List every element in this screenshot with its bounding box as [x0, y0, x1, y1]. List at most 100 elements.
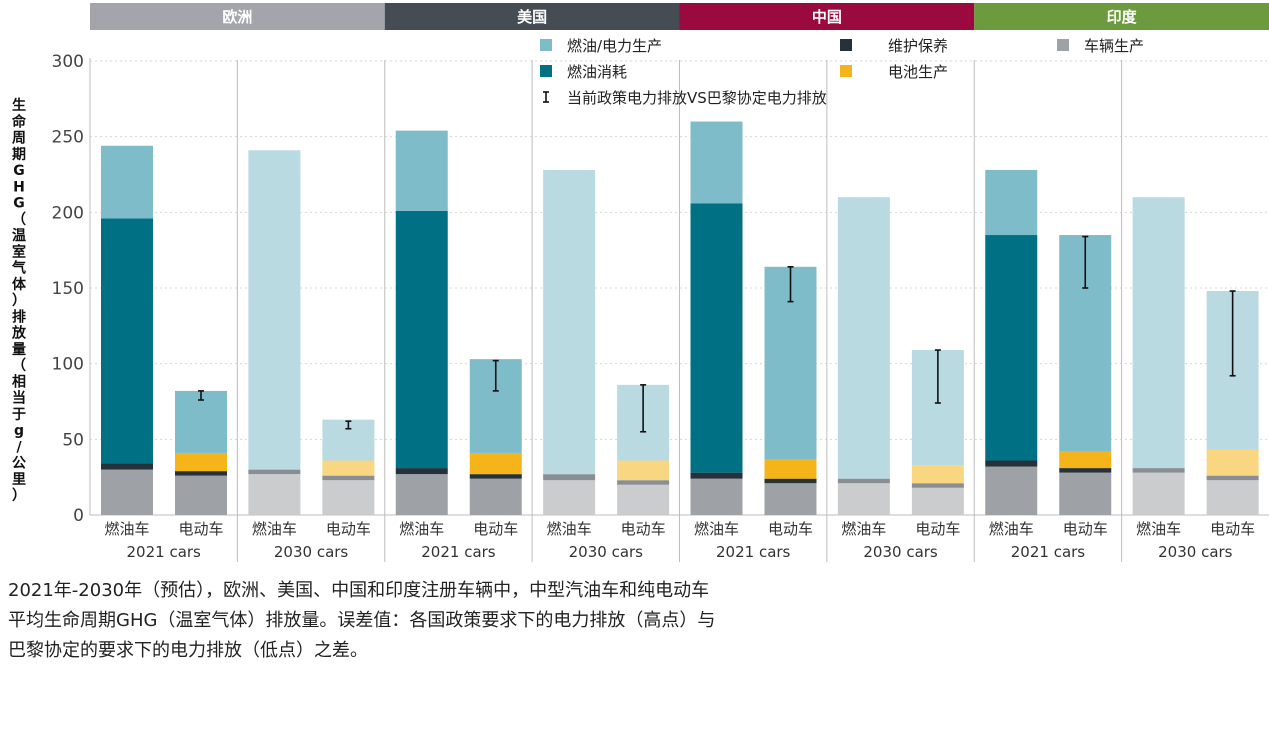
bar-segment-fuel-use: [395, 210, 448, 469]
bar-segment-maintenance: [322, 475, 375, 481]
bar-segment-maintenance: [101, 463, 153, 470]
y-axis-title-glyph: H: [13, 179, 25, 195]
lifecycle-ghg-chart: 欧洲 美国 中国 印度 0 50 100 150 200 250 300 燃油车 电动车 燃油车 电动车…: [11, 3, 1269, 562]
y-axis-title-glyph: （: [12, 212, 26, 228]
bar-segment-maintenance: [469, 474, 522, 479]
year-label: 2021 cars: [716, 543, 791, 561]
bar-segment-vehicle: [322, 480, 375, 515]
bar-segment-maintenance: [1059, 468, 1112, 473]
y-axis-title-glyph: G: [13, 163, 25, 179]
bar-segment-battery: [469, 452, 522, 475]
car-type-label: 电动车: [621, 520, 666, 538]
y-axis-title-glyph: 当: [12, 390, 26, 407]
year-label: 2021 cars: [1011, 543, 1086, 561]
caption-line-2: 平均生命周期GHG（温室气体）排放量。误差值：各国政策要求下的电力排放（高点）与: [8, 610, 716, 631]
y-axis-title-glyph: 量: [12, 342, 26, 358]
figure-caption: 2021年-2030年（预估），欧洲、美国、中国和印度注册车辆中，中型汽油车和纯…: [8, 576, 828, 666]
bar-segment-maintenance: [175, 471, 227, 476]
bar-segment-vehicle: [985, 466, 1038, 515]
bar-segment-battery: [1206, 449, 1259, 476]
bar-segment-maintenance: [617, 480, 670, 485]
region-header-3: [974, 3, 1269, 30]
bar-segment-fuel-electricity: [1132, 197, 1185, 469]
bar-segment-fuel-electricity: [543, 169, 596, 475]
group-dividers: [236, 60, 1123, 562]
y-axis-title-glyph: 期: [12, 147, 26, 163]
y-axis-title-glyph: ）: [12, 488, 26, 504]
car-type-label: 燃油车: [252, 520, 297, 538]
y-axis-title-glyph: 室: [12, 243, 26, 260]
y-axis-title-glyph: 相: [12, 373, 26, 390]
bar-segment-fuel-use: [690, 203, 743, 473]
bars: [101, 121, 1259, 515]
bar-segment-battery: [911, 465, 964, 484]
year-label: 2021 cars: [127, 543, 202, 561]
bar-segment-battery: [322, 460, 375, 476]
bar-segment-battery: [617, 460, 670, 481]
y-axis-title-glyph: 于: [12, 407, 26, 423]
car-type-label: 电动车: [326, 520, 371, 538]
car-type-label: 电动车: [1210, 520, 1255, 538]
region-header-label: 欧洲: [222, 8, 252, 26]
y-axis-title-glyph: ）: [12, 293, 26, 309]
region-header-1: [384, 3, 680, 30]
bar-segment-maintenance: [764, 478, 817, 484]
bar-segment-battery: [1059, 451, 1112, 469]
car-type-label: 电动车: [768, 520, 813, 538]
year-label: 2030 cars: [1158, 543, 1233, 561]
y-tick-label: 50: [62, 430, 84, 450]
y-axis-title-glyph: 气: [11, 260, 26, 277]
bar-segment-maintenance: [690, 472, 743, 479]
car-type-label: 燃油车: [841, 520, 886, 538]
bar-segment-maintenance: [395, 468, 448, 475]
legend-swatch-fuel-electricity: [540, 39, 552, 51]
bar-segment-vehicle: [617, 484, 670, 515]
car-type-label: 电动车: [473, 520, 518, 538]
y-axis-title-glyph: 体: [12, 276, 27, 293]
bar-segment-vehicle: [1206, 480, 1259, 515]
y-tick-label: 0: [73, 506, 84, 526]
y-tick-label: 250: [52, 128, 84, 148]
caption-line-1: 2021年-2030年（预估），欧洲、美国、中国和印度注册车辆中，中型汽油车和纯…: [8, 580, 710, 601]
y-axis-title-glyph: 温: [12, 228, 26, 244]
legend-swatch-vehicle: [1057, 39, 1069, 51]
bar-segment-maintenance: [911, 483, 964, 488]
y-axis-title: 生命周期 G H G （温室气体）排放量（相当于 g/公里）: [11, 97, 27, 504]
bar-segment-vehicle: [469, 478, 522, 515]
car-type-label: 燃油车: [1136, 520, 1181, 538]
bar-segment-vehicle: [837, 483, 890, 515]
region-header-label: 中国: [812, 8, 842, 26]
bar-segment-vehicle: [911, 487, 964, 515]
legend-label: 维护保养: [888, 37, 948, 55]
bar-segment-maintenance: [837, 478, 890, 484]
bar-segment-maintenance: [985, 460, 1038, 467]
car-type-label: 燃油车: [547, 520, 592, 538]
y-axis-title-glyph: 排: [12, 308, 26, 325]
car-type-label: 电动车: [915, 520, 960, 538]
y-axis-title-glyph: 命: [11, 113, 27, 130]
car-type-label: 燃油车: [104, 520, 149, 538]
bar-segment-fuel-electricity: [690, 121, 743, 204]
legend-label: 燃油/电力生产: [567, 37, 662, 55]
bar-segment-vehicle: [248, 474, 301, 515]
car-type-label: 燃油车: [989, 520, 1034, 538]
bar-segment-fuel-electricity: [837, 197, 890, 479]
y-axis-title-glyph: 放: [11, 325, 27, 342]
car-type-label: 电动车: [178, 520, 223, 538]
y-tick-label: 150: [52, 279, 84, 299]
legend-label: 车辆生产: [1084, 37, 1144, 55]
x-axis: 燃油车 电动车 燃油车 电动车 燃油车 电动车 燃油车 电动车 燃油车 电动车 燃油车 电动车 燃油车 电…: [104, 520, 1255, 561]
y-axis-title-glyph: 公: [12, 456, 26, 472]
caption-line-3: 巴黎协定的要求下的电力排放（低点）之差。: [8, 640, 368, 661]
year-label: 2021 cars: [421, 543, 496, 561]
y-axis-title-glyph: 生: [12, 97, 26, 114]
bar-segment-maintenance: [248, 469, 301, 475]
y-axis-title-glyph: 里: [12, 472, 26, 488]
bar-segment-battery: [764, 459, 817, 479]
y-axis-title-glyph: G: [13, 196, 25, 212]
region-header-label: 美国: [517, 8, 547, 26]
bar-segment-battery: [175, 452, 227, 472]
legend-swatch-maintenance: [840, 39, 852, 51]
region-header-2: [679, 3, 975, 30]
